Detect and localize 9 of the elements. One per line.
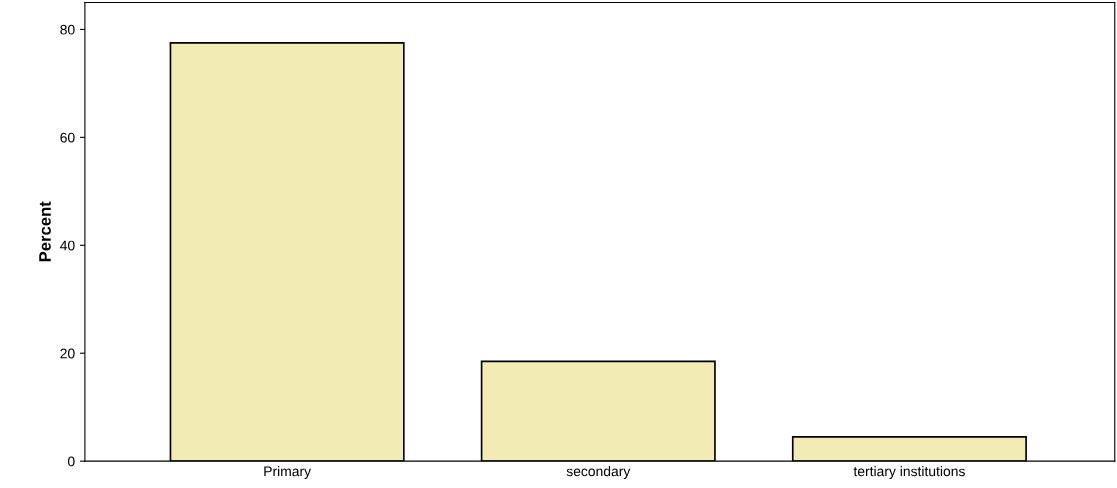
y-axis-title: Percent xyxy=(39,201,51,262)
x-tick-label: secondary xyxy=(566,466,631,479)
y-tick-label: 60 xyxy=(60,132,75,143)
y-tick-label: 80 xyxy=(60,24,75,35)
y-tick-label: 40 xyxy=(60,240,75,251)
y-tick-label: 0 xyxy=(67,456,75,467)
x-tick-label: tertiary institutions xyxy=(853,466,965,479)
x-tick-label: Primary xyxy=(264,466,312,479)
y-tick-label: 20 xyxy=(60,348,75,359)
